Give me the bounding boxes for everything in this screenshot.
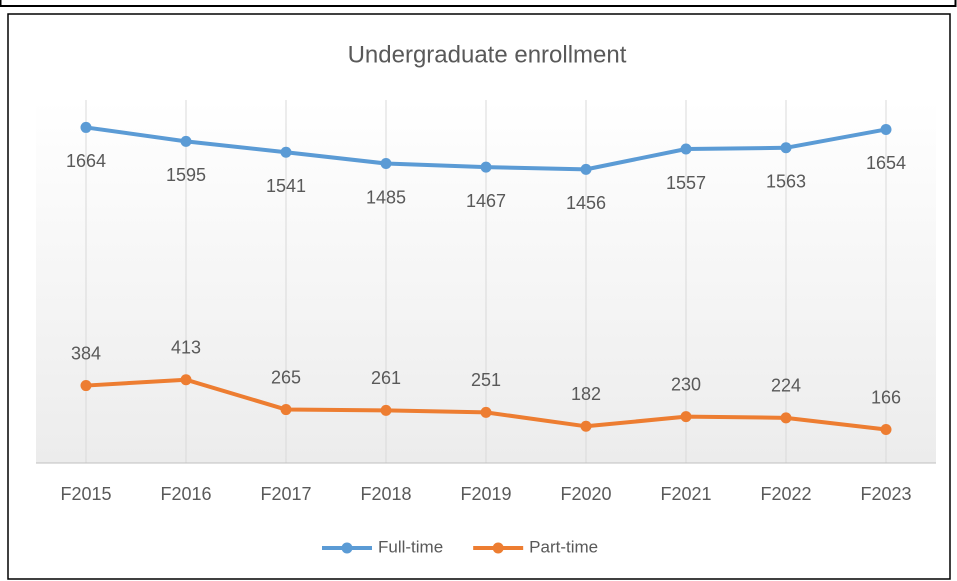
x-tick-label: F2019 (460, 484, 511, 504)
top-frame (0, 0, 957, 7)
legend-label: Full-time (378, 537, 443, 556)
x-tick-label: F2020 (560, 484, 611, 504)
data-label: 224 (771, 376, 801, 396)
point (380, 404, 392, 416)
data-label: 166 (871, 387, 901, 407)
data-label: 261 (371, 368, 401, 388)
point (880, 123, 892, 135)
data-label: 1456 (566, 193, 606, 213)
point (680, 411, 692, 423)
point (880, 424, 892, 436)
point (380, 158, 392, 170)
point (580, 420, 592, 432)
x-tick-label: F2023 (860, 484, 911, 504)
point (180, 135, 192, 147)
data-label: 1563 (766, 172, 806, 192)
point (280, 146, 292, 158)
x-tick-label: F2022 (760, 484, 811, 504)
data-label: 1485 (366, 187, 406, 207)
point (180, 374, 192, 386)
point (780, 142, 792, 154)
point (80, 121, 92, 133)
point (280, 404, 292, 416)
point (580, 163, 592, 175)
data-label: 1557 (666, 173, 706, 193)
data-label: 1664 (66, 151, 106, 171)
chart-title: Undergraduate enrollment (348, 41, 627, 68)
data-label: 265 (271, 367, 301, 387)
x-tick-label: F2021 (660, 484, 711, 504)
point (480, 406, 492, 418)
point (80, 380, 92, 392)
data-label: 182 (571, 384, 601, 404)
point (780, 412, 792, 424)
data-label: 384 (71, 343, 101, 363)
data-label: 251 (471, 370, 501, 390)
legend-marker (341, 542, 353, 554)
x-tick-label: F2017 (260, 484, 311, 504)
x-tick-label: F2016 (160, 484, 211, 504)
data-label: 1654 (866, 153, 906, 173)
x-tick-label: F2018 (360, 484, 411, 504)
data-label: 1595 (166, 165, 206, 185)
data-label: 413 (171, 337, 201, 357)
point (680, 143, 692, 155)
point (480, 161, 492, 173)
legend-label: Part-time (529, 537, 598, 556)
x-tick-label: F2015 (60, 484, 111, 504)
data-label: 1467 (466, 191, 506, 211)
data-label: 1541 (266, 176, 306, 196)
legend-marker (492, 542, 504, 554)
data-label: 230 (671, 374, 701, 394)
